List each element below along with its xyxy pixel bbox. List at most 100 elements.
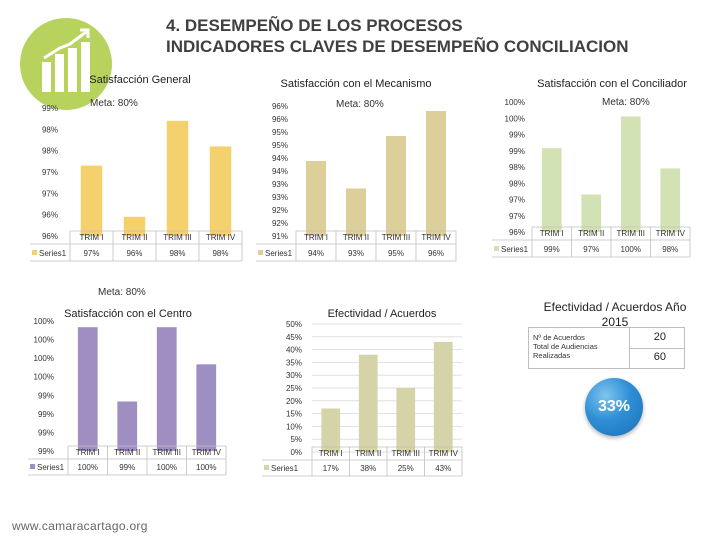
chart-svg: 100% 100% 99% 99% 98% 98% 97% 97% 96% TRIM I TRIM … [492,98,691,258]
category-label: TRIM IV [429,449,459,458]
y-tick-label: 97% [509,196,525,205]
y-tick-label: 95% [272,128,288,137]
chart-satisfaccion-conciliador: Satisfacción con el Conciliador Meta: 80… [492,70,712,270]
bar [209,146,232,236]
y-tick-label: 100% [34,317,54,326]
logo-bar-1 [42,62,51,92]
y-tick-label: 96% [42,232,58,241]
logo [20,18,112,110]
legend-key [258,250,263,255]
data-label: 97% [83,249,99,258]
page-title: 4. DESEMPEÑO DE LOS PROCESOS INDICADORES… [166,15,716,57]
y-tick-label: 99% [509,147,525,156]
y-tick-label: 0% [290,448,302,457]
category-label: TRIM I [304,233,328,242]
chart-satisfaccion-centro: Meta: 80% Satisfacción con el Centro 100… [28,285,248,485]
bar [77,327,98,451]
legend-key [494,246,499,251]
category-label: TRIM I [80,233,104,242]
bar [660,168,681,232]
efectividad-anual-table: Nº de Acuerdos Total de Audiencias Reali… [528,327,685,369]
legend-key [30,464,35,469]
y-tick-label: 92% [272,219,288,228]
category-label: TRIM II [355,449,381,458]
y-tick-label: 99% [38,391,54,400]
chart-title: Satisfacción con el Centro [64,308,192,320]
bar [396,388,416,452]
chart-title: Satisfacción con el Conciliador [537,78,687,90]
y-tick-label: 40% [286,346,302,355]
bar [541,148,562,232]
chart-svg: 99% 98% 98% 97% 97% 96% 96% TRIM I TRIM II TRIM I… [30,104,243,262]
y-tick-label: 99% [38,410,54,419]
efectividad-anual-title: Efectividad / Acuerdos Año 2015 [543,300,687,329]
legend-key [32,250,37,255]
bar [156,327,177,451]
y-tick-label: 91% [272,232,288,241]
y-tick-label: 96% [272,102,288,111]
y-tick-label: 99% [509,131,525,140]
y-tick-label: 98% [42,147,58,156]
data-label: 94% [308,249,324,258]
y-tick-label: 95% [272,141,288,150]
bar [581,194,602,232]
chart-svg: 100% 100% 100% 100% 99% 99% 99% 99% TRIM I TRIM I… [28,317,227,476]
y-tick-label: 98% [509,179,525,188]
y-tick-label: 100% [505,114,525,123]
meta-label: Meta: 80% [336,99,384,110]
y-tick-label: 35% [286,358,302,367]
data-label: 100% [196,463,216,472]
data-label: 17% [323,464,339,473]
y-tick-label: 100% [34,354,54,363]
y-tick-label: 45% [286,333,302,342]
data-label: 38% [360,464,376,473]
category-label: TRIM IV [206,233,236,242]
y-tick-label: 99% [38,447,54,456]
data-label: 96% [428,249,444,258]
category-label: TRIM II [578,229,604,238]
bar [196,364,217,451]
chart-title: Satisfacción con el Mecanismo [280,78,432,90]
y-tick-label: 93% [272,180,288,189]
logo-bar-3 [68,48,77,92]
y-tick-label: 98% [509,163,525,172]
category-label: TRIM III [392,449,420,458]
data-label: 100% [621,245,641,254]
y-tick-label: 93% [272,193,288,202]
series-label: Series1 [39,249,67,258]
logo-bar-4 [81,42,90,92]
category-label: TRIM II [121,233,147,242]
meta-label: Meta: 80% [602,97,650,108]
bar [166,120,189,236]
y-tick-label: 50% [286,320,302,329]
series-label: Series1 [37,463,65,472]
legend-key [264,465,269,470]
category-label: TRIM III [153,448,181,457]
category-label: TRIM III [617,229,645,238]
y-tick-label: 99% [42,104,58,113]
data-label: 98% [169,249,185,258]
meta-label: Meta: 80% [98,287,146,298]
data-label: 99% [544,245,560,254]
y-tick-label: 15% [286,410,302,419]
table-divider-horizontal [629,348,684,349]
bar [358,354,378,452]
bar [426,111,446,236]
category-label: TRIM III [163,233,191,242]
bar [80,165,103,236]
data-label: 100% [78,463,98,472]
data-label: 43% [435,464,451,473]
bar [386,136,406,236]
bar [306,161,326,236]
data-label: 96% [126,249,142,258]
bar [117,401,138,451]
chart-svg: 50% 45% 40% 35% 30% 25% 20% 15% 10% 5% 0% TRIM I TRI… [262,320,463,477]
y-tick-label: 92% [272,206,288,215]
y-tick-label: 99% [38,428,54,437]
category-label: TRIM II [343,233,369,242]
y-tick-label: 5% [290,435,302,444]
series-label: Series1 [265,249,293,258]
y-tick-label: 98% [42,125,58,134]
y-tick-label: 100% [34,373,54,382]
y-tick-label: 20% [286,397,302,406]
